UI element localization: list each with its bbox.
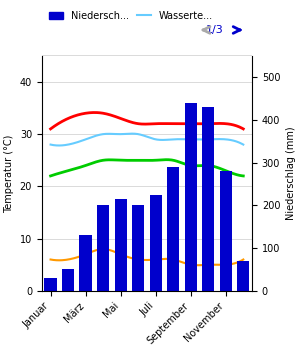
Bar: [220, 171, 232, 291]
Bar: [80, 235, 92, 291]
Y-axis label: Temperatur (°C): Temperatur (°C): [4, 134, 14, 212]
Legend: Niedersch..., Wasserte...: Niedersch..., Wasserte...: [47, 9, 215, 23]
Bar: [167, 167, 179, 291]
Bar: [97, 205, 109, 291]
Bar: [237, 261, 249, 291]
Bar: [132, 205, 144, 291]
Bar: [184, 103, 197, 291]
Bar: [44, 278, 57, 291]
Bar: [115, 199, 127, 291]
Text: 1/3: 1/3: [205, 25, 223, 35]
Bar: [202, 107, 214, 291]
Bar: [62, 270, 74, 291]
Y-axis label: Niederschlag (mm): Niederschlag (mm): [286, 126, 296, 220]
Bar: [150, 195, 162, 291]
